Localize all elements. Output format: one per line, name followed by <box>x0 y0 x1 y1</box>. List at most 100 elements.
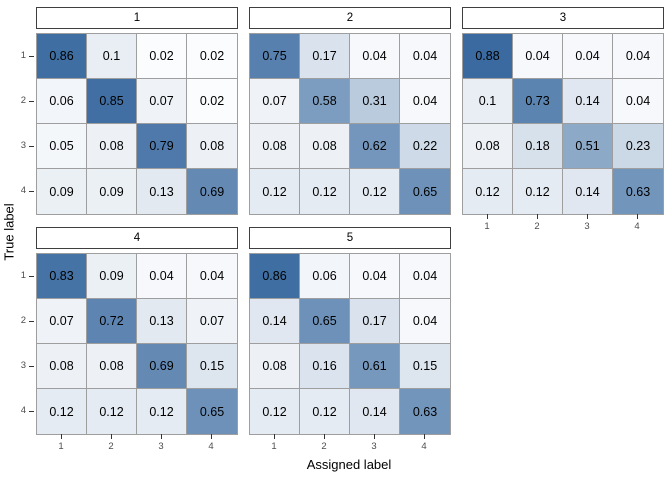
y-axis-tick-label: 4 <box>20 404 26 416</box>
facet-panel: 4 0.83 0.09 0.04 0.04 0.07 0.72 0.13 0.07 0.08 0.0… <box>21 227 238 452</box>
matrix-cell: 0.85 <box>87 79 137 124</box>
y-axis-tick-mark <box>29 100 34 102</box>
matrix-cell: 0.04 <box>187 254 237 299</box>
matrix-cell: 0.09 <box>87 254 137 299</box>
matrix-cell: 0.04 <box>400 34 450 79</box>
matrix-cell: 0.75 <box>250 34 300 79</box>
matrix-cell: 0.08 <box>463 124 513 169</box>
x-axis-tick-label: 3 <box>158 441 164 452</box>
matrix-cell: 0.17 <box>300 34 350 79</box>
matrix-cell: 0.23 <box>613 124 663 169</box>
matrix-cell: 0.08 <box>250 124 300 169</box>
matrix-cell: 0.02 <box>187 34 237 79</box>
matrix-cell: 0.15 <box>400 344 450 389</box>
matrix-cell: 0.16 <box>300 344 350 389</box>
matrix-cell: 0.12 <box>137 389 187 434</box>
facet-strip-label: 3 <box>559 12 567 24</box>
y-axis-tick-label: 2 <box>20 94 26 106</box>
matrix-cell: 0.86 <box>250 254 300 299</box>
matrix-cell: 0.83 <box>37 254 87 299</box>
matrix-cell: 0.13 <box>137 169 187 214</box>
matrix-cell: 0.65 <box>400 169 450 214</box>
matrix-cell: 0.18 <box>513 124 563 169</box>
matrix-cell: 0.08 <box>37 344 87 389</box>
x-axis-tick-label: 3 <box>584 221 590 232</box>
x-axis-tick-label: 2 <box>108 441 114 452</box>
matrix-cell: 0.12 <box>250 169 300 214</box>
x-axis-tick-mark <box>324 434 325 439</box>
matrix-grid: 0.75 0.17 0.04 0.04 0.07 0.58 0.31 0.04 0.08 0.08… <box>249 33 451 215</box>
matrix-cell: 0.63 <box>613 169 663 214</box>
matrix-cell: 0.69 <box>187 169 237 214</box>
x-axis-tick-mark <box>587 214 588 219</box>
matrix-cell: 0.14 <box>350 389 400 434</box>
facet-strip: 3 <box>462 7 664 29</box>
y-axis-tick-mark <box>29 190 34 192</box>
matrix-cell: 0.14 <box>563 169 613 214</box>
y-axis-title: True label <box>1 203 17 261</box>
facet-strip-label: 4 <box>133 232 141 244</box>
x-axis-tick-mark <box>374 434 375 439</box>
matrix-cell: 0.06 <box>37 79 87 124</box>
matrix-cell: 0.31 <box>350 79 400 124</box>
matrix-cell: 0.04 <box>563 34 613 79</box>
matrix-cell: 0.22 <box>400 124 450 169</box>
matrix-cell: 0.08 <box>87 344 137 389</box>
y-axis-tick-label: 1 <box>20 269 26 281</box>
matrix-cell: 0.04 <box>513 34 563 79</box>
matrix-cell: 0.58 <box>300 79 350 124</box>
matrix-cell: 0.72 <box>87 299 137 344</box>
y-axis-tick-label: 3 <box>20 359 26 371</box>
matrix-cell: 0.17 <box>350 299 400 344</box>
matrix-cell: 0.08 <box>250 344 300 389</box>
matrix-cell: 0.69 <box>137 344 187 389</box>
matrix-cell: 0.13 <box>137 299 187 344</box>
matrix-cell: 0.06 <box>300 254 350 299</box>
x-axis-tick-mark <box>274 434 275 439</box>
y-axis-tick-label: 4 <box>20 184 26 196</box>
matrix-cell: 0.12 <box>513 169 563 214</box>
matrix-cell: 0.73 <box>513 79 563 124</box>
x-axis-tick-mark <box>537 214 538 219</box>
x-axis-title: Assigned label <box>306 457 392 472</box>
x-axis-tick-mark <box>111 434 112 439</box>
matrix-cell: 0.07 <box>250 79 300 124</box>
matrix-cell: 0.02 <box>187 79 237 124</box>
facet-strip: 4 <box>36 227 238 249</box>
matrix-cell: 0.09 <box>37 169 87 214</box>
matrix-cell: 0.08 <box>87 124 137 169</box>
facet-panel: 5 0.86 0.06 0.04 0.04 0.14 0.65 0.17 0.04 0.08 0.1… <box>249 227 451 452</box>
matrix-cell: 0.88 <box>463 34 513 79</box>
matrix-cell: 0.65 <box>187 389 237 434</box>
matrix-cell: 0.86 <box>37 34 87 79</box>
matrix-cell: 0.04 <box>137 254 187 299</box>
matrix-cell: 0.04 <box>350 254 400 299</box>
matrix-cell: 0.04 <box>400 79 450 124</box>
y-axis-tick-mark <box>29 275 34 277</box>
matrix-cell: 0.79 <box>137 124 187 169</box>
matrix-cell: 0.07 <box>137 79 187 124</box>
facet-strip-label: 5 <box>346 232 354 244</box>
x-axis-tick-mark <box>637 214 638 219</box>
x-axis-tick-mark <box>424 434 425 439</box>
x-axis-tick-label: 2 <box>321 441 327 452</box>
matrix-cell: 0.07 <box>37 299 87 344</box>
facet-panel: 2 0.75 0.17 0.04 0.04 0.07 0.58 0.31 0.04 0.08 0.0… <box>249 7 451 215</box>
facet-strip: 5 <box>249 227 451 249</box>
matrix-grid: 0.83 0.09 0.04 0.04 0.07 0.72 0.13 0.07 0.08 0.08… <box>36 253 238 435</box>
matrix-grid: 0.88 0.04 0.04 0.04 0.1 0.73 0.14 0.04 0.08 0.18 0… <box>462 33 664 215</box>
matrix-cell: 0.51 <box>563 124 613 169</box>
matrix-grid: 0.86 0.1 0.02 0.02 0.06 0.85 0.07 0.02 0.05 0.08 0… <box>36 33 238 215</box>
matrix-cell: 0.05 <box>37 124 87 169</box>
matrix-cell: 0.1 <box>463 79 513 124</box>
matrix-cell: 0.12 <box>87 389 137 434</box>
matrix-cell: 0.15 <box>187 344 237 389</box>
matrix-cell: 0.12 <box>37 389 87 434</box>
matrix-cell: 0.14 <box>250 299 300 344</box>
y-axis-tick-label: 2 <box>20 314 26 326</box>
matrix-cell: 0.65 <box>300 299 350 344</box>
x-axis-tick-label: 4 <box>208 441 214 452</box>
x-axis-tick-mark <box>487 214 488 219</box>
matrix-cell: 0.04 <box>613 34 663 79</box>
